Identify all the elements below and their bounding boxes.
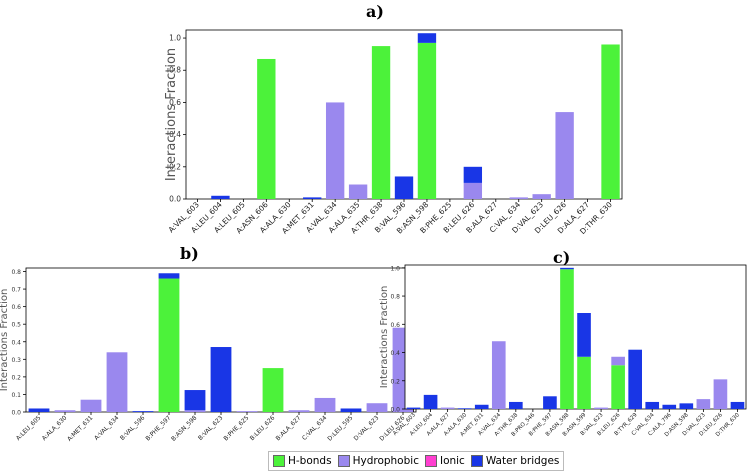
chart-c-ytick-label: 0.4 <box>390 350 400 357</box>
chart-a-ytick-label: 0.2 <box>169 162 181 171</box>
chart-b-ytick-label: 0.7 <box>11 287 21 294</box>
legend-label-ionic: Ionic <box>439 455 465 467</box>
chart-b-bar-hbonds <box>262 368 284 412</box>
chart-b-bar-water <box>28 408 50 412</box>
chart-b-bar-hbonds <box>158 278 180 412</box>
panel-label-b: b) <box>180 244 199 263</box>
legend-swatch-water <box>470 455 483 467</box>
chart-c-bar-hydrophobic <box>713 379 728 409</box>
chart-c-frame <box>404 264 747 410</box>
chart-c-ytick-label: 0.0 <box>390 407 400 414</box>
chart-c-bar-hbonds <box>611 365 625 409</box>
chart-a-ytick-label: 0.6 <box>169 98 181 107</box>
chart-b-bar-water <box>158 273 180 279</box>
chart-c-bar-water <box>457 408 472 409</box>
chart-c-bar-hydrophobic <box>696 399 711 409</box>
chart-a-ylabel: Interactions Fraction <box>164 48 179 181</box>
legend-swatch-hydrophobic <box>337 455 350 467</box>
chart-a-bar-hbonds <box>601 44 620 199</box>
chart-c-ytick-label: 0.8 <box>390 294 400 301</box>
chart-c-ylabel: Interactions Fraction <box>379 286 390 389</box>
chart-a-bar-hbonds <box>417 42 437 199</box>
legend-label-hbonds: H-bonds <box>288 455 332 467</box>
legend: H-bonds Hydrophobic Ionic Water bridges <box>268 451 565 471</box>
chart-b-bar-hydrophobic <box>288 410 310 412</box>
chart-b-bar-hydrophobic <box>184 410 206 412</box>
chart-c-bar-water <box>628 349 642 409</box>
chart-c-bar-water <box>645 401 660 409</box>
chart-a-bar-water <box>303 197 322 199</box>
chart-b-bar-water <box>184 390 206 411</box>
chart-b-bar-hydrophobic <box>314 397 336 412</box>
panel-label-a: a) <box>366 2 384 21</box>
chart-c-bar-water <box>423 394 438 409</box>
chart-b-bar-hydrophobic <box>80 399 102 412</box>
chart-c-bar-hbonds <box>577 356 591 409</box>
chart-a-bar-water <box>463 166 483 183</box>
chart-c-bar-water <box>577 313 591 357</box>
chart-a-bar-hydrophobic <box>348 184 368 199</box>
chart-c-bar-water <box>662 404 677 409</box>
chart-b-ylabel: Interactions Fraction <box>0 289 10 392</box>
chart-a-bar-hydrophobic <box>532 194 551 199</box>
chart-b-ytick-label: 0.8 <box>11 269 21 276</box>
legend-swatch-hbonds <box>273 455 285 467</box>
chart-b-ytick-label: 0.0 <box>11 410 21 417</box>
chart-a-bar-hydrophobic <box>463 182 483 199</box>
chart-c-bar-water <box>474 404 489 409</box>
chart-b-bar-hydrophobic <box>54 410 76 412</box>
chart-c-bar-water <box>543 396 557 409</box>
chart-c-bar-water <box>679 403 694 409</box>
chart-b-bar-hydrophobic <box>366 403 388 412</box>
legend-label-water: Water bridges <box>485 455 560 467</box>
chart-a-ytick-label: 1.0 <box>169 34 181 43</box>
chart-c-ytick-label: 0.6 <box>390 322 400 329</box>
chart-c-bar-hydrophobic <box>611 356 625 366</box>
chart-c-bar-hbonds <box>560 269 574 409</box>
legend-item-hbonds: H-bonds <box>273 455 332 467</box>
chart-b-ytick-label: 0.5 <box>11 322 21 329</box>
chart-b-bar-hydrophobic <box>236 411 258 412</box>
chart-a-bar-hydrophobic <box>555 112 574 199</box>
chart-c-bar-hydrophobic <box>594 407 608 409</box>
chart-b-ytick-label: 0.6 <box>11 304 21 311</box>
chart-a-bar-hbonds <box>371 46 391 199</box>
chart-c-ytick-label: 1.0 <box>390 265 400 272</box>
chart-a-bar-water <box>394 176 414 199</box>
chart-b-ytick-label: 0.2 <box>11 374 21 381</box>
chart-c-bar-water <box>730 401 745 409</box>
legend-item-ionic: Ionic <box>424 455 465 467</box>
chart-a-bar-hydrophobic <box>325 102 345 199</box>
legend-label-hydrophobic: Hydrophobic <box>352 455 419 467</box>
legend-swatch-ionic <box>424 455 437 467</box>
chart-b-ytick-label: 0.3 <box>11 357 21 364</box>
legend-item-hydrophobic: Hydrophobic <box>337 455 419 467</box>
legend-item-water: Water bridges <box>470 455 560 467</box>
chart-b-bar-water <box>210 347 232 412</box>
chart-c-bar-water <box>509 401 523 409</box>
chart-c-bar-water <box>406 407 421 409</box>
chart-b-bar-water <box>132 411 154 412</box>
panel-label-c: c) <box>553 248 571 267</box>
chart-a-bar-hydrophobic <box>509 197 528 199</box>
chart-c-ytick-label: 0.2 <box>390 378 400 385</box>
chart-b-ytick-label: 0.4 <box>11 339 21 346</box>
chart-a-ytick-label: 0.0 <box>169 195 181 204</box>
chart-b-bar-water <box>340 408 362 412</box>
chart-a-bar-water <box>417 33 437 43</box>
chart-c-bar-hydrophobic <box>491 341 506 409</box>
chart-b-ytick-label: 0.1 <box>11 392 21 399</box>
chart-c-bar-water <box>560 267 574 270</box>
chart-a-bar-hbonds <box>257 58 276 199</box>
chart-a-bar-water <box>211 195 230 199</box>
chart-a-ytick-label: 0.8 <box>169 66 181 75</box>
chart-b-bar-hydrophobic <box>106 352 128 412</box>
chart-c-bar-hydrophobic <box>440 407 455 409</box>
chart-a-ytick-label: 0.4 <box>169 130 181 139</box>
